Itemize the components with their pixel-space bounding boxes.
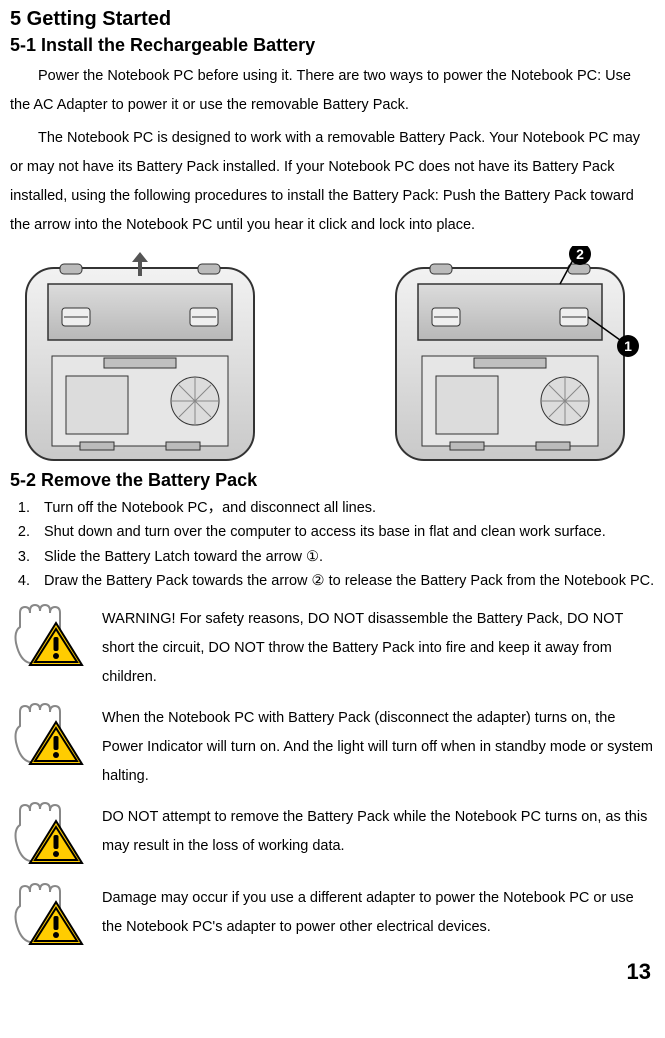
callout-1-label: 1 [624,338,632,354]
step-2: Shut down and turn over the computer to … [34,521,655,543]
warning-block-1: WARNING! For safety reasons, DO NOT disa… [10,603,655,692]
warning-icon [10,702,88,773]
subsection-title-install: 5-1 Install the Rechargeable Battery [10,35,655,56]
subsection-title-remove: 5-2 Remove the Battery Pack [10,470,655,491]
illustration-row: 2 1 [10,246,655,466]
page-number: 13 [10,959,651,985]
warning-text-3: DO NOT attempt to remove the Battery Pac… [102,801,655,861]
warning-text-2: When the Notebook PC with Battery Pack (… [102,702,655,791]
illustration-remove: 2 1 [390,246,640,466]
section-title: 5 Getting Started [10,8,655,31]
warning-text-4: Damage may occur if you use a different … [102,882,655,942]
step-1: Turn off the Notebook PC，and disconnect … [34,497,655,519]
remove-steps-list: Turn off the Notebook PC，and disconnect … [10,497,655,593]
callout-2-label: 2 [576,246,584,262]
step-3: Slide the Battery Latch toward the arrow… [34,546,655,568]
warning-icon [10,603,88,674]
intro-para-1: Power the Notebook PC before using it. T… [10,62,655,120]
warning-icon [10,801,88,872]
warning-block-4: Damage may occur if you use a different … [10,882,655,953]
step-4: Draw the Battery Pack towards the arrow … [34,570,655,592]
intro-para-2: The Notebook PC is designed to work with… [10,124,655,240]
warning-text-1: WARNING! For safety reasons, DO NOT disa… [102,603,655,692]
warning-block-3: DO NOT attempt to remove the Battery Pac… [10,801,655,872]
warning-icon [10,882,88,953]
illustration-install [20,246,260,466]
warning-block-2: When the Notebook PC with Battery Pack (… [10,702,655,791]
